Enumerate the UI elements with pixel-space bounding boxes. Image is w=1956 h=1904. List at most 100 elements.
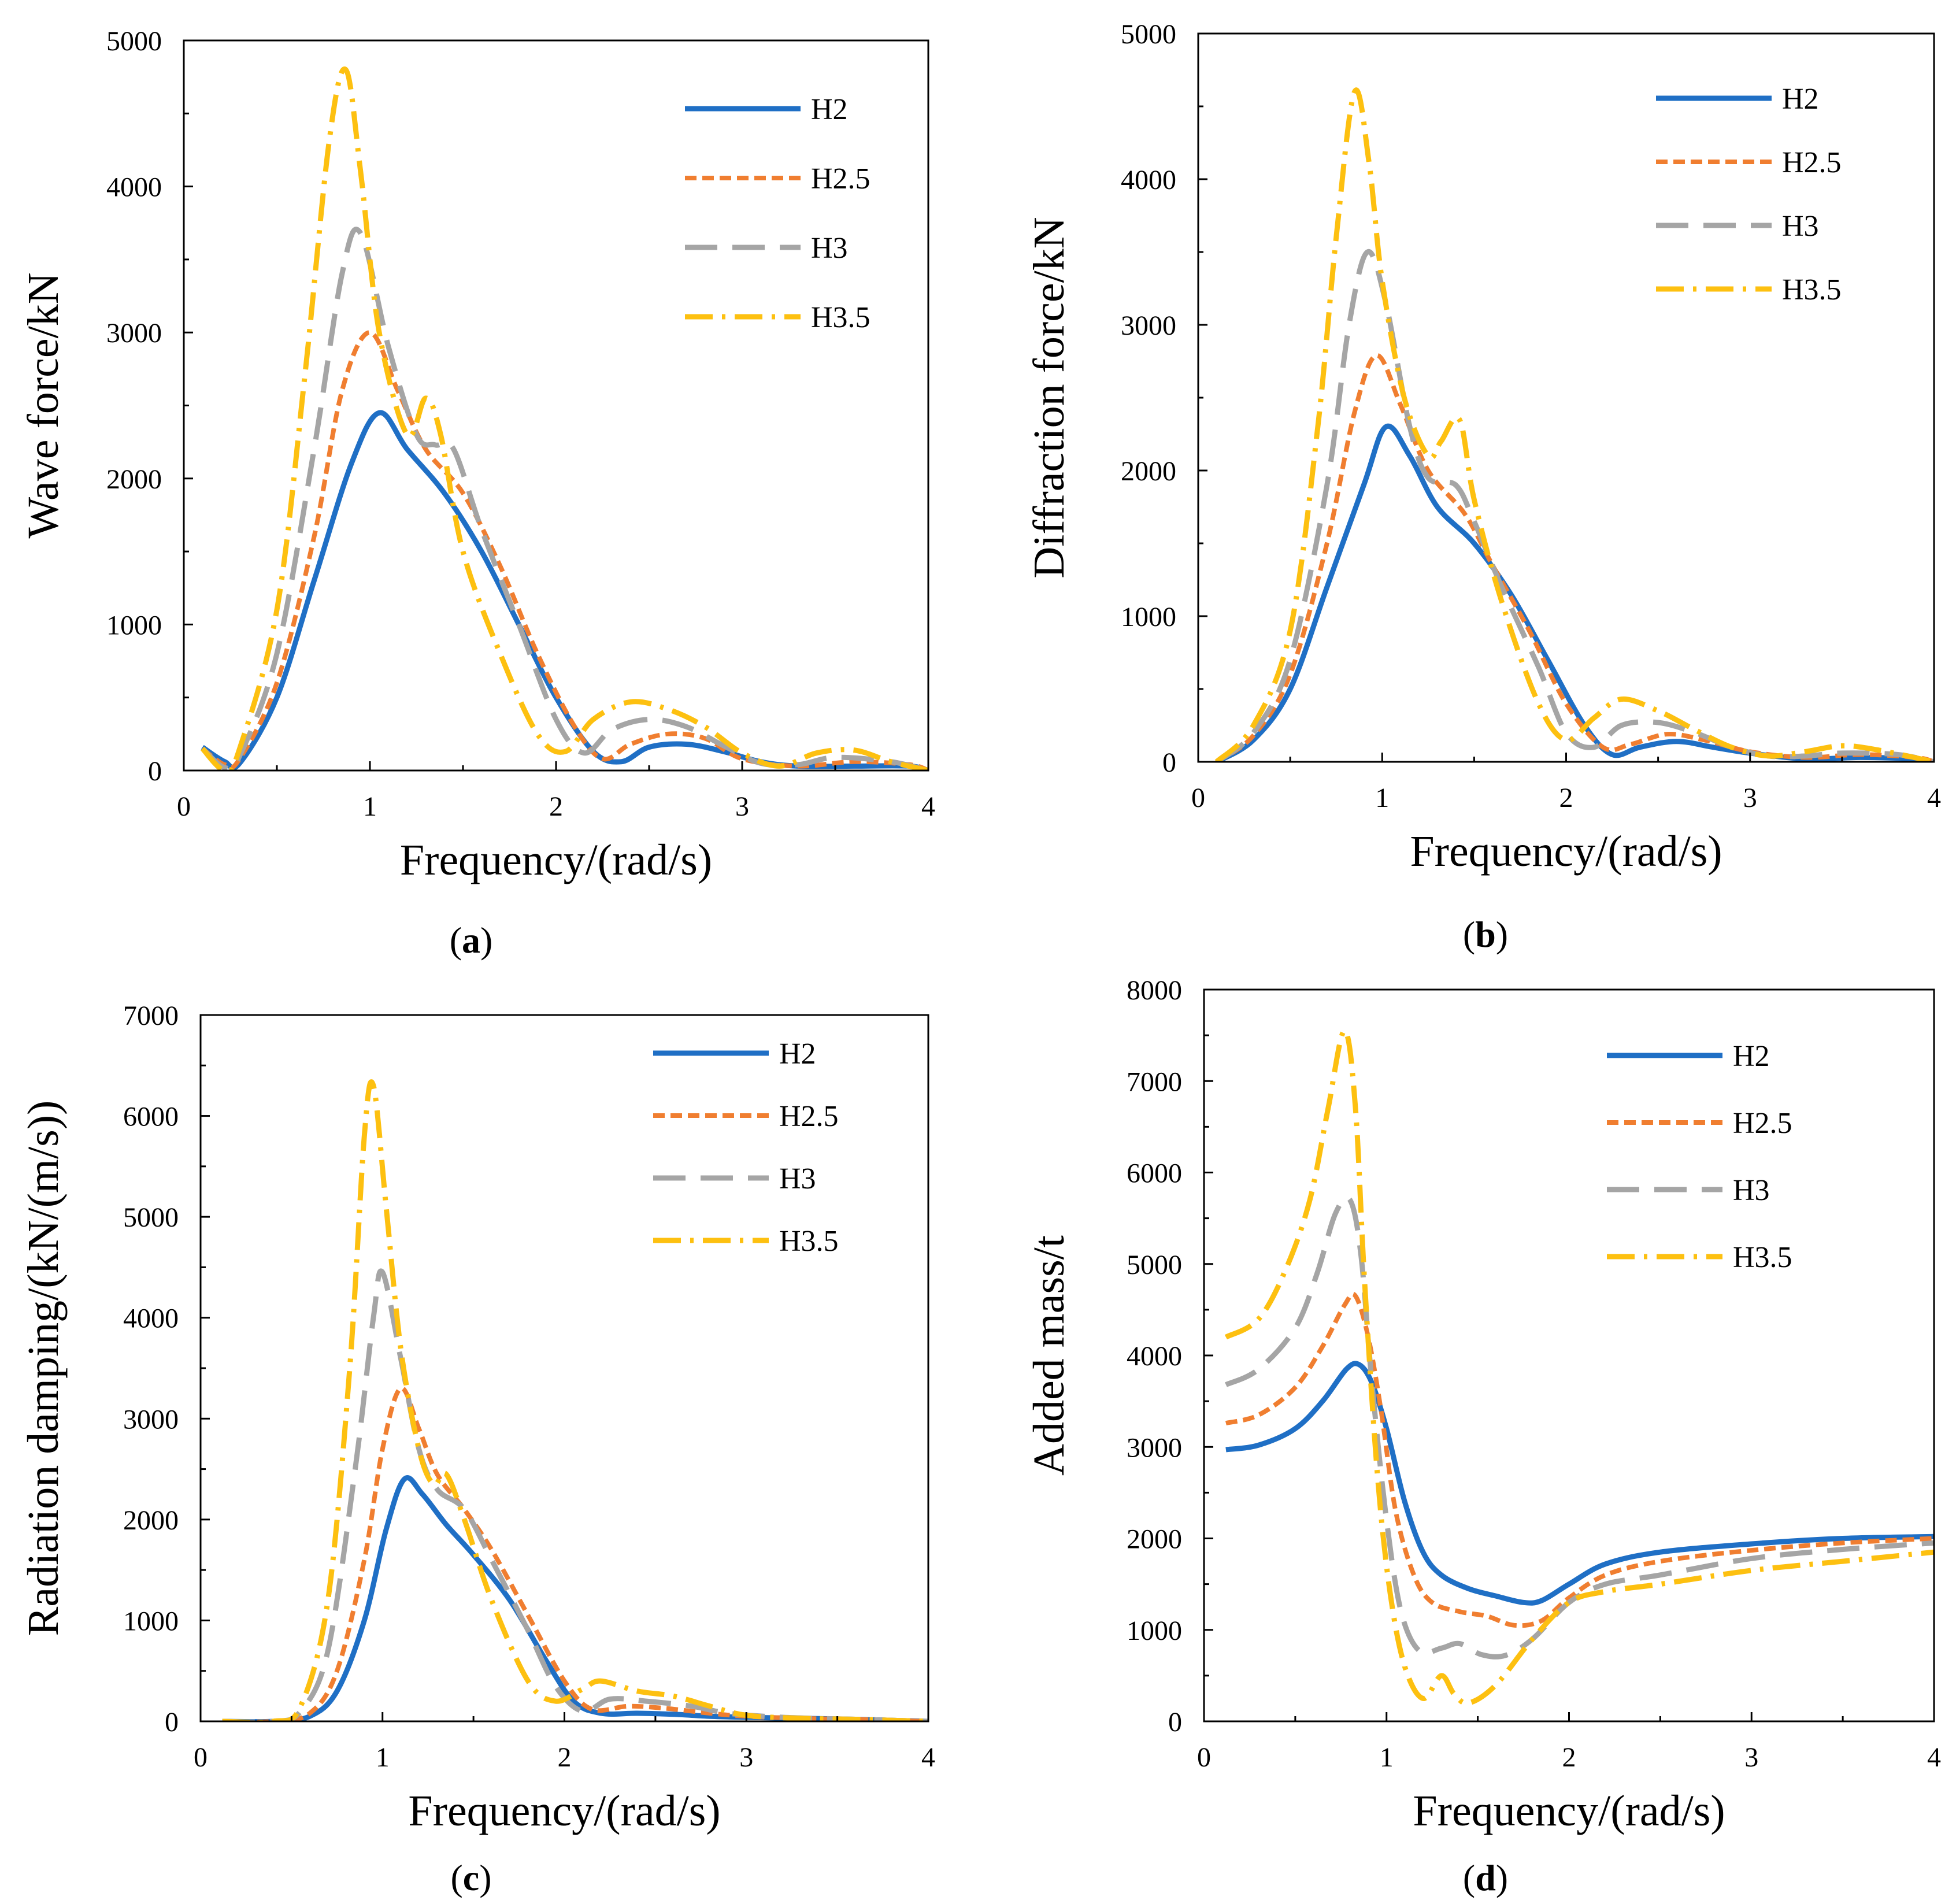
series-line-H3.5 [222, 1079, 928, 1721]
y-tick-label: 1000 [106, 610, 162, 640]
legend-label-H3.5: H3.5 [1733, 1241, 1792, 1274]
y-tick-label: 7000 [1127, 1066, 1182, 1097]
y-tick-label: 0 [1162, 747, 1176, 778]
series-group [1224, 1028, 1934, 1706]
legend-label-H2.5: H2.5 [1782, 146, 1842, 179]
legend-label-H3.5: H3.5 [1782, 273, 1842, 306]
series-group [222, 1079, 928, 1721]
legend: H2 H2.5 H3 H3.5 [1607, 1040, 1792, 1274]
chart-b: 0 1 2 3 4 0 1000 2000 3000 4000 5000 Frequency/(rad… [1025, 19, 1941, 955]
x-tick-label: 0 [194, 1742, 208, 1773]
y-tick-label: 2000 [123, 1505, 179, 1536]
series-group [200, 66, 928, 771]
legend-label-H3.5: H3.5 [779, 1225, 839, 1258]
y-tick-label: 4000 [1127, 1341, 1182, 1372]
y-tick-label: 6000 [1127, 1158, 1182, 1189]
x-tick-label: 2 [1559, 783, 1573, 813]
x-axis-label: Frequency/(rad/s) [1410, 827, 1722, 876]
y-tick-label: 0 [165, 1707, 179, 1738]
y-tick-label: 3000 [1127, 1432, 1182, 1463]
x-axis-label: Frequency/(rad/s) [1413, 1787, 1725, 1835]
y-tick-label: 2000 [1127, 1524, 1182, 1555]
x-tick-label: 4 [921, 1742, 935, 1773]
x-tick-label: 1 [1380, 1742, 1394, 1773]
series-group [1214, 87, 1934, 762]
y-axis-label: Wave force/kN [19, 272, 68, 538]
legend-label-H2.5: H2.5 [811, 162, 870, 195]
legend-label-H2.5: H2.5 [1733, 1107, 1792, 1140]
legend-label-H3: H3 [811, 232, 848, 265]
legend: H2 H2.5 H3 H3.5 [653, 1038, 839, 1258]
series-line-H2 [1215, 423, 1934, 762]
x-tick-label: 1 [363, 791, 377, 822]
legend-label-H2: H2 [1782, 83, 1819, 116]
panel-caption: (a) [450, 920, 493, 961]
x-tick-label: 3 [1743, 783, 1757, 813]
legend-label-H3: H3 [1733, 1174, 1770, 1207]
y-axis-label: Diffraction force/kN [1025, 217, 1073, 578]
legend-label-H2.5: H2.5 [779, 1100, 839, 1133]
series-line-H3 [222, 1268, 928, 1721]
legend-label-H2: H2 [1733, 1040, 1770, 1073]
series-line-H3 [201, 227, 928, 771]
plot-frame [183, 39, 929, 772]
y-tick-label: 0 [148, 756, 162, 787]
x-tick-label: 0 [177, 791, 191, 822]
legend: H2 H2.5 H3 H3.5 [1656, 83, 1842, 306]
y-tick-label: 7000 [123, 1001, 179, 1031]
x-tick-label: 2 [1562, 1742, 1576, 1773]
x-tick-label: 0 [1191, 783, 1205, 813]
series-line-H2.5 [1215, 353, 1934, 762]
legend-label-H3: H3 [1782, 210, 1819, 243]
y-tick-label: 5000 [1121, 19, 1176, 50]
y-tick-label: 5000 [1127, 1250, 1182, 1280]
series-line-H3.5 [1224, 1028, 1934, 1706]
x-tick-label: 3 [739, 1742, 753, 1773]
x-tick-label: 4 [1927, 1742, 1941, 1773]
y-tick-label: 4000 [123, 1303, 179, 1334]
legend-label-H3: H3 [779, 1162, 816, 1195]
chart-a: 0 1 2 3 4 0 1000 2000 3000 4000 5000 Frequency/(rad… [19, 26, 935, 961]
y-tick-label: 3000 [106, 318, 162, 349]
series-line-H2.5 [1225, 1291, 1934, 1628]
series-line-H2 [222, 1475, 928, 1721]
y-axis-label: Radiation damping/(kN/(m/s)) [19, 1101, 68, 1636]
series-line-H3 [1215, 249, 1934, 762]
legend-label-H3.5: H3.5 [811, 301, 870, 334]
legend-label-H2: H2 [779, 1038, 816, 1070]
series-line-H3.5 [1214, 87, 1934, 762]
x-tick-label: 0 [1197, 1742, 1211, 1773]
y-axis-label: Added mass/t [1025, 1235, 1073, 1476]
y-tick-label: 3000 [123, 1404, 179, 1435]
legend: H2 H2.5 H3 H3.5 [685, 93, 870, 334]
y-tick-label: 2000 [106, 464, 162, 495]
y-tick-label: 8000 [1127, 975, 1182, 1006]
y-tick-label: 2000 [1121, 456, 1176, 487]
y-tick-label: 1000 [123, 1606, 179, 1636]
legend-label-H2: H2 [811, 93, 848, 126]
plot-frame [1203, 988, 1935, 1723]
x-tick-label: 2 [558, 1742, 572, 1773]
x-axis-label: Frequency/(rad/s) [408, 1787, 720, 1835]
x-axis-label: Frequency/(rad/s) [400, 836, 712, 884]
series-line-H3 [1225, 1195, 1934, 1659]
y-tick-label: 0 [1168, 1707, 1182, 1738]
y-tick-label: 5000 [106, 26, 162, 57]
x-tick-label: 3 [735, 791, 749, 822]
x-tick-label: 1 [376, 1742, 390, 1773]
y-tick-label: 4000 [1121, 165, 1176, 195]
panel-caption: (d) [1463, 1857, 1508, 1898]
y-tick-label: 3000 [1121, 310, 1176, 341]
series-line-H2.5 [222, 1386, 928, 1721]
x-tick-label: 3 [1744, 1742, 1758, 1773]
panel-caption: (b) [1463, 914, 1508, 955]
x-tick-label: 2 [549, 791, 563, 822]
y-tick-label: 6000 [123, 1102, 179, 1132]
panel-caption: (c) [450, 1857, 491, 1898]
y-tick-label: 1000 [1127, 1616, 1182, 1646]
chart-c: 0 1 2 3 4 0 1000 2000 3000 4000 5000 6000 7000 Freque… [19, 1001, 935, 1898]
series-line-H2.5 [201, 330, 928, 771]
x-tick-label: 4 [921, 791, 935, 822]
y-tick-label: 1000 [1121, 602, 1176, 632]
